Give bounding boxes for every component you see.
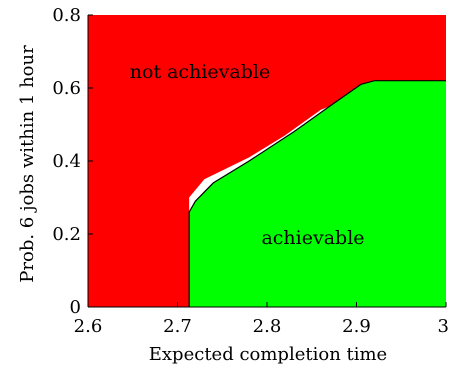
- y-tick-label: 0.8: [52, 5, 81, 26]
- x-tick-label: 2.8: [253, 316, 282, 337]
- x-tick-label: 2.9: [342, 316, 371, 337]
- axes: 2.6 2.7 2.8 2.9 3 0 0.2 0.4 0.6 0.8: [52, 5, 449, 337]
- plot-area: [88, 15, 446, 307]
- achievable-frontier-line: [188, 80, 446, 307]
- y-tick-label: 0.2: [52, 224, 81, 245]
- x-tick-label: 2.7: [163, 316, 192, 337]
- x-tick-label: 3: [438, 316, 449, 337]
- region-achievable: [189, 80, 446, 307]
- region-label-not-achievable: not achievable: [130, 61, 270, 83]
- x-axis-label: Expected completion time: [149, 344, 387, 365]
- region-label-achievable: achievable: [261, 227, 364, 249]
- x-tick-label: 2.6: [74, 316, 103, 337]
- y-tick-label: 0.4: [52, 151, 81, 172]
- y-tick-label: 0.6: [52, 78, 81, 99]
- y-axis-label: Prob. 6 jobs within 1 hour: [17, 45, 38, 283]
- y-tick-label: 0: [70, 297, 81, 318]
